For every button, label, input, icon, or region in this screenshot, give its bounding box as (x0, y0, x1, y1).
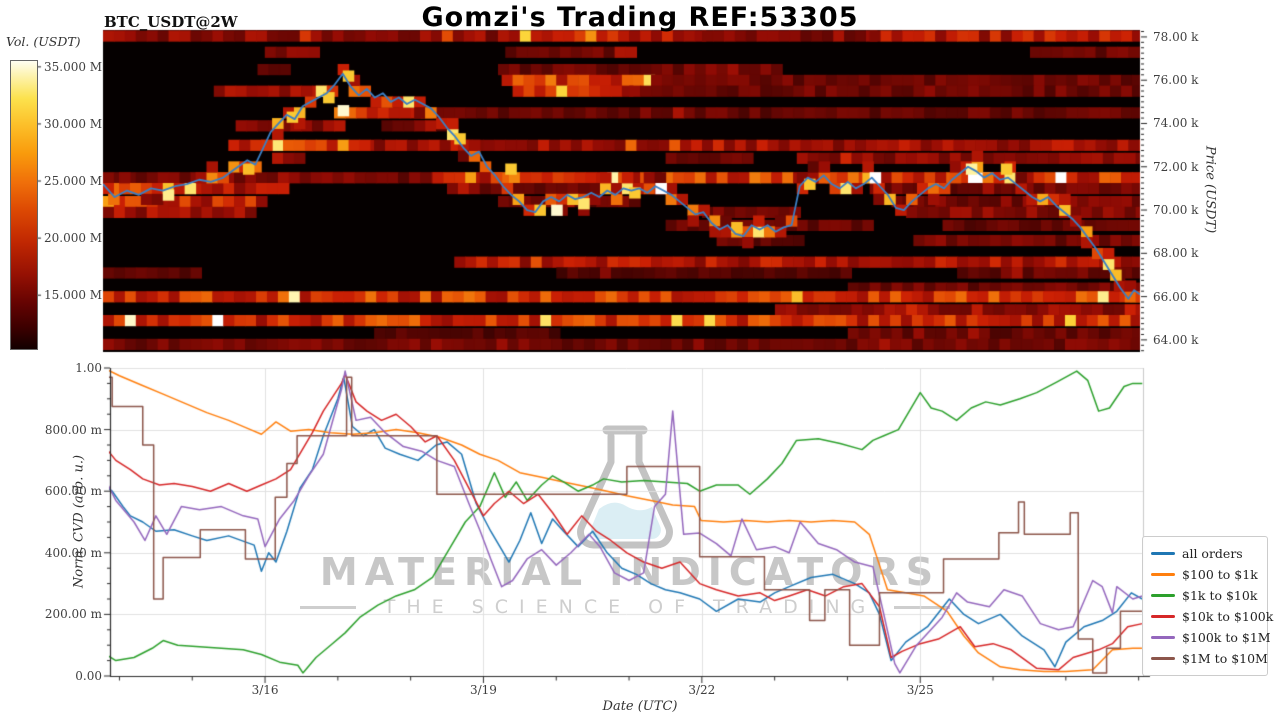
colorbar-tick-label: 30.000 M (44, 116, 103, 131)
price-tick-label: 66.00 k (1153, 289, 1199, 304)
legend: all orders $100 to $1k $1k to $10k $10k to … (1142, 536, 1273, 676)
legend-line-swatch (1151, 657, 1175, 660)
legend-line-swatch (1151, 636, 1175, 639)
colorbar-tick-label: 35.000 M (44, 59, 103, 74)
legend-item-label: $10k to $100k (1182, 609, 1274, 624)
colorbar-tick-label: 15.000 M (44, 288, 103, 303)
date-tick-label: 3/25 (906, 683, 934, 697)
legend-item-label: $100 to $1k (1182, 567, 1258, 582)
legend-item: $10k to $100k (1151, 606, 1273, 627)
legend-item: $1k to $10k (1151, 585, 1259, 606)
cvd-tick-label: 800.00 m (44, 422, 102, 437)
legend-item-label: $100k to $1M (1182, 630, 1271, 645)
legend-item-label: all orders (1182, 546, 1243, 561)
legend-item-label: $1k to $10k (1182, 588, 1258, 603)
legend-item: $100k to $1M (1151, 627, 1271, 648)
legend-line-swatch (1151, 615, 1175, 618)
date-axis-label: Date (UTC) (602, 699, 678, 714)
cvd-axis-label: Norm. CVD (arb. u.) (71, 454, 87, 589)
price-tick-label: 72.00 k (1153, 159, 1199, 174)
price-tick-label: 64.00 k (1153, 332, 1199, 347)
legend-item-label: $1M to $10M (1182, 651, 1268, 666)
price-tick-label: 68.00 k (1153, 246, 1199, 261)
colorbar-tick-label: 25.000 M (44, 174, 103, 189)
legend-item: $100 to $1k (1151, 564, 1259, 585)
cvd-tick-label: 600.00 m (44, 484, 102, 499)
cvd-tick-label: 400.00 m (44, 545, 102, 560)
legend-line-swatch (1151, 552, 1175, 555)
colorbar-axis-label: Vol. (USDT) (6, 34, 81, 49)
price-axis-label: Price (USDT) (1202, 145, 1218, 234)
cvd-tick-label: 0.00 (75, 669, 102, 683)
price-tick-label: 74.00 k (1153, 116, 1199, 131)
date-tick-label: 3/19 (469, 683, 497, 697)
price-tick-label: 76.00 k (1153, 73, 1199, 88)
cvd-tick-label: 200.00 m (44, 607, 102, 622)
date-tick-label: 3/22 (688, 683, 716, 697)
legend-line-swatch (1151, 594, 1175, 597)
legend-item: all orders (1151, 543, 1259, 564)
legend-item: $1M to $10M (1151, 648, 1268, 669)
price-tick-label: 78.00 k (1153, 29, 1199, 44)
cvd-tick-label: 1.00 (75, 361, 102, 375)
legend-line-swatch (1151, 573, 1175, 576)
page-title: Gomzi's Trading REF:53305 (421, 2, 859, 33)
date-tick-label: 3/16 (251, 683, 279, 697)
colorbar-tick-label: 20.000 M (44, 231, 103, 246)
price-tick-label: 70.00 k (1153, 203, 1199, 218)
volume-colorbar (10, 60, 38, 350)
symbol-label: BTC_USDT@2W (104, 13, 238, 31)
